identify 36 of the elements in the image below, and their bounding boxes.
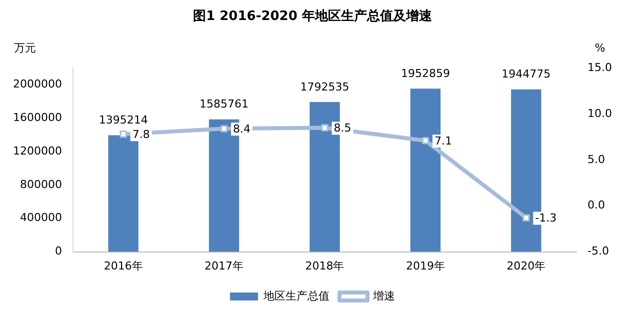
point <box>422 137 430 144</box>
data-label: 1944775 <box>502 68 551 81</box>
y-tick-label: 800000 <box>20 178 62 191</box>
y2-axis-title: % <box>594 41 606 54</box>
data-label: 1792535 <box>300 80 350 94</box>
y2-tick-label: 10.0 <box>588 106 612 120</box>
data-label: 7.8 <box>132 128 150 142</box>
data-label: 1395214 <box>98 114 148 127</box>
point <box>120 130 127 138</box>
legend-label: 增速 <box>372 289 395 302</box>
point <box>321 124 328 132</box>
y2-tick-label: -5.0 <box>588 244 609 258</box>
data-label: 8.5 <box>334 122 352 135</box>
y2-tick-label: 0.0 <box>588 198 606 212</box>
y2-tick-label: 15.0 <box>588 60 612 74</box>
data-label: 1952859 <box>400 67 450 80</box>
data-label: -1.3 <box>535 212 557 225</box>
data-label: 8.4 <box>233 122 251 136</box>
y-tick-label: 0 <box>54 244 62 258</box>
x-tick-label: 2018年 <box>305 259 344 272</box>
point <box>522 214 530 222</box>
y-axis-title: 万元 <box>14 41 36 54</box>
y-tick-label: 2000000 <box>12 78 62 91</box>
x-tick-label: 2016年 <box>104 259 143 272</box>
y2-tick-label: 5.0 <box>588 152 606 166</box>
legend-label: 地区生产总值 <box>262 289 330 302</box>
chart-title: 图1 2016-2020 年地区生产总值及增速 <box>192 8 433 26</box>
point <box>220 125 228 132</box>
data-label: 1585761 <box>200 98 249 111</box>
x-tick-label: 2020年 <box>506 259 546 272</box>
y-tick-label: 1200000 <box>12 144 62 158</box>
data-label: 7.1 <box>434 134 452 148</box>
y-tick-label: 400000 <box>20 211 62 224</box>
x-tick-label: 2019年 <box>406 259 445 272</box>
x-tick-label: 2017年 <box>204 259 244 272</box>
y-tick-label: 1600000 <box>12 110 62 124</box>
